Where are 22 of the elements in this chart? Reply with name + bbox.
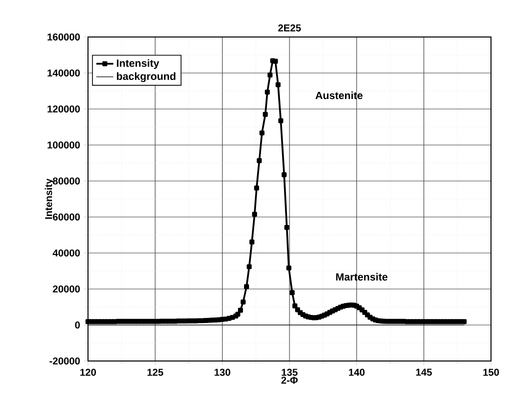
legend-label: Intensity <box>116 59 160 69</box>
x-tick-label: 130 <box>214 368 230 376</box>
y-tick-label: 140000 <box>48 69 80 77</box>
legend-label: background <box>116 72 176 82</box>
y-tick-label: 120000 <box>48 105 80 113</box>
y-tick-label: 20000 <box>52 285 80 293</box>
y-tick-label: 160000 <box>48 33 80 41</box>
x-tick-label: 135 <box>282 368 298 376</box>
x-tick-label: 150 <box>483 368 499 376</box>
y-axis-title: Intensity <box>44 178 54 219</box>
y-tick-label: 100000 <box>48 141 80 149</box>
y-tick-label: 60000 <box>52 213 80 221</box>
y-tick-label: 40000 <box>52 249 80 257</box>
x-tick-label: 120 <box>80 368 96 376</box>
x-axis-title: 2-Φ <box>281 376 298 384</box>
x-tick-label: 125 <box>147 368 164 376</box>
x-tick-label: 140 <box>348 368 365 376</box>
y-tick-label: 80000 <box>52 177 80 185</box>
chart-title: 2E25 <box>278 24 301 32</box>
y-tick-label: -20000 <box>50 357 80 365</box>
x-tick-label: 145 <box>416 368 432 376</box>
y-tick-label: 0 <box>75 321 80 329</box>
